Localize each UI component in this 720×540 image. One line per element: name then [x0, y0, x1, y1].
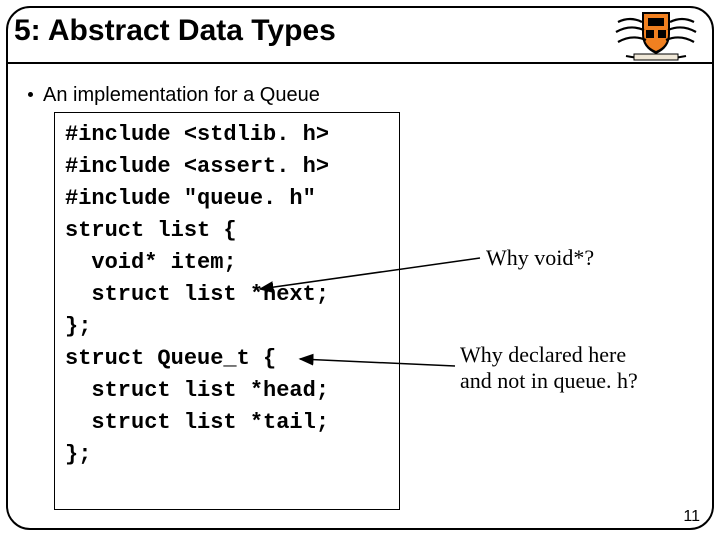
- code-block: #include <stdlib. h> #include <assert. h…: [54, 112, 400, 510]
- slide-title: 5: Abstract Data Types: [14, 14, 336, 48]
- bullet-item: An implementation for a Queue: [28, 84, 320, 107]
- princeton-shield-logo: [606, 8, 706, 63]
- code-line: struct Queue_t {: [65, 346, 276, 371]
- code-line: struct list *next;: [65, 282, 329, 307]
- code-line: struct list *head;: [65, 378, 329, 403]
- annotation-why-declared: Why declared here and not in queue. h?: [460, 342, 638, 394]
- annotation-line: Why declared here: [460, 342, 638, 368]
- code-line: struct list {: [65, 218, 237, 243]
- code-line: };: [65, 314, 91, 339]
- code-line: #include <stdlib. h>: [65, 122, 329, 147]
- code-line: void* item;: [65, 250, 237, 275]
- bullet-text: An implementation for a Queue: [43, 84, 320, 106]
- page-number: 11: [683, 508, 700, 526]
- annotation-why-void: Why void*?: [486, 245, 594, 271]
- code-line: };: [65, 442, 91, 467]
- annotation-line: and not in queue. h?: [460, 368, 638, 394]
- code-line: struct list *tail;: [65, 410, 329, 435]
- code-line: #include "queue. h": [65, 186, 316, 211]
- bullet-dot-icon: [28, 92, 33, 97]
- code-line: #include <assert. h>: [65, 154, 329, 179]
